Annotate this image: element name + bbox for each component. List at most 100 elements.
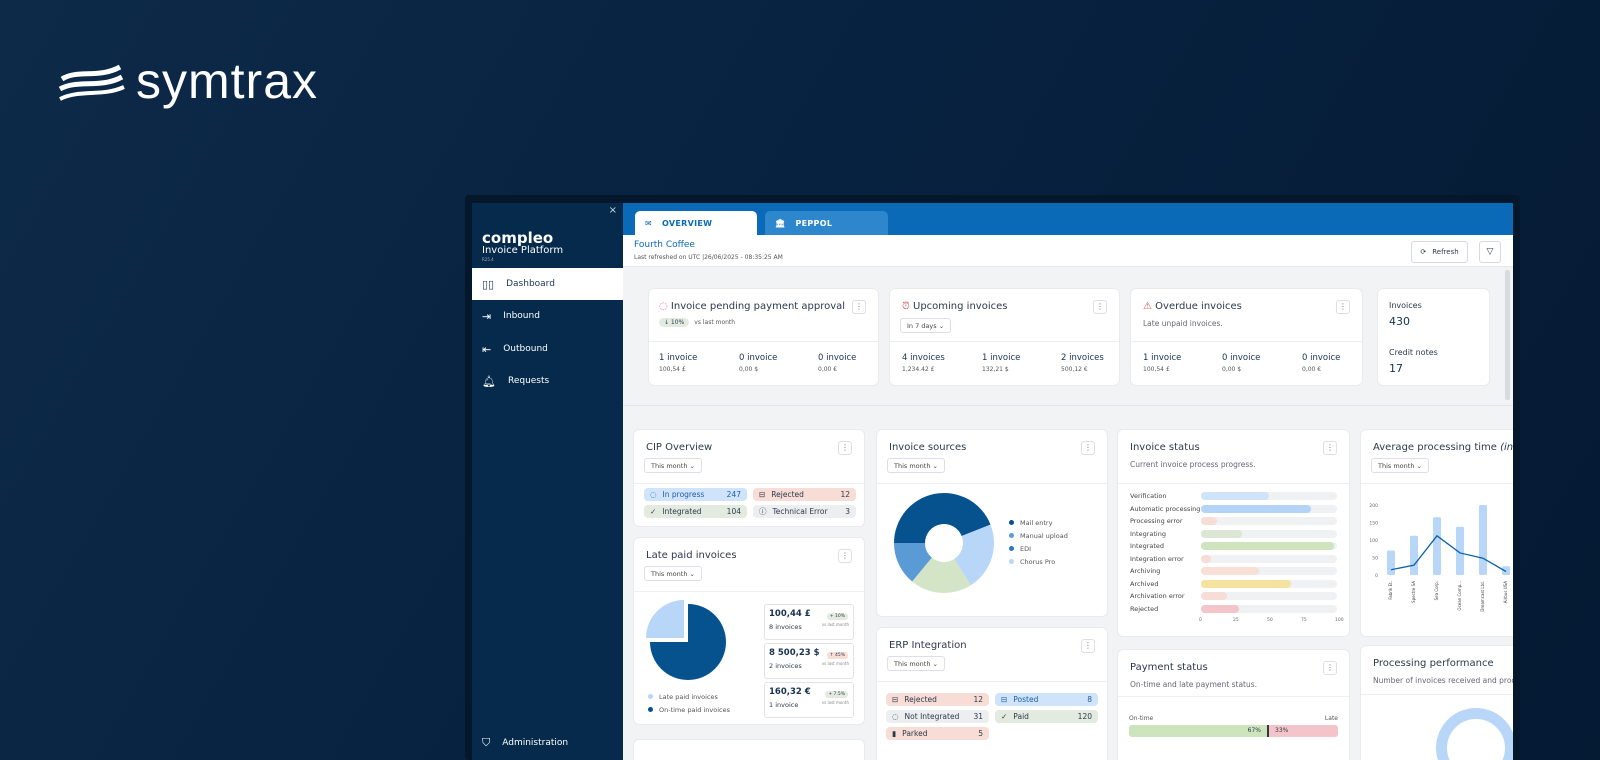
chip-parked[interactable]: ▮ Parked 5 [886, 727, 989, 740]
card-title: Late paid invoices [646, 550, 737, 561]
alarm-clock-icon: ⏰︎ [902, 301, 910, 312]
upcoming-invoices-card: ⏰︎ Upcoming invoices In 7 days ⌄ ⋮ 4 inv… [890, 289, 1119, 385]
chip-technical-error[interactable]: ⓘ Technical Error 3 [753, 505, 856, 518]
period-select[interactable]: This month ⌄ [887, 458, 945, 473]
status-bar [1201, 604, 1240, 613]
count: 0 invoice [1302, 353, 1341, 363]
line-series [1390, 534, 1507, 573]
sidebar-item-dashboard[interactable]: ▯▯ Dashboard [472, 268, 623, 300]
shield-icon: ⛉ [482, 736, 491, 749]
brand-name: symtrax [136, 53, 318, 109]
chip-integrated[interactable]: ✓ Integrated 104 [644, 505, 747, 518]
bar-track [1201, 592, 1337, 600]
more-menu-button[interactable]: ⋮ [1093, 300, 1107, 314]
sidebar-item-inbound[interactable]: ⇥ Inbound [482, 309, 540, 323]
filter-icon: ▽ [1486, 247, 1494, 257]
count: 0 invoice [739, 353, 778, 363]
card-subtitle: Late unpaid invoices. [1143, 319, 1223, 328]
payment-status-card: Payment status On-time and late payment … [1118, 650, 1349, 760]
card-title: Invoice pending payment approval [670, 301, 846, 312]
late-paid-amount-card: 8 500,23 $ 2 invoices ↑ 45% vs last month [764, 643, 854, 679]
late-segment: 33% [1269, 725, 1338, 737]
card-title: Overdue invoices [1155, 301, 1242, 312]
x-tick: Airbus USA [1503, 581, 1508, 603]
sidebar-item-outbound[interactable]: ⇤ Outbound [482, 342, 548, 356]
more-menu-button[interactable]: ⋮ [1323, 441, 1337, 455]
x-tick: Fabrik Et. [1388, 581, 1393, 600]
refresh-button[interactable]: ⟳ Refresh [1411, 241, 1468, 263]
count: 0 invoice [818, 353, 857, 363]
next-card [634, 740, 864, 760]
bar-track [1201, 529, 1337, 538]
chip-rejected[interactable]: ⊟ Rejected 12 [886, 693, 989, 706]
on-time-segment: 67% [1129, 725, 1270, 737]
last-refreshed: Last refreshed on UTC |26/06/2025 - 08:3… [634, 254, 783, 261]
chip-posted[interactable]: ⊟ Posted 8 [995, 693, 1098, 706]
bar-label: Verification [1130, 492, 1167, 500]
period-select[interactable]: In 7 days ⌄ [900, 318, 952, 333]
period-select[interactable]: This month ⌄ [644, 458, 702, 473]
more-menu-button[interactable]: ⋮ [1323, 661, 1337, 675]
more-menu-button[interactable]: ⋮ [1081, 639, 1095, 653]
period-select[interactable]: This month ⌄ [644, 566, 702, 581]
period-select[interactable]: This month ⌄ [1371, 458, 1429, 473]
more-menu-button[interactable]: ⋮ [1081, 441, 1095, 455]
tab-peppol[interactable]: 🏛︎ PEPPOL [765, 211, 888, 235]
bar [1479, 505, 1487, 575]
card-title: Invoice sources [889, 442, 967, 453]
spinner-icon: ◌ [650, 490, 657, 499]
tab-overview[interactable]: ✉ OVERVIEW [635, 211, 757, 235]
card-subtitle: Current invoice process progress. [1130, 460, 1256, 469]
card-title: Upcoming invoices [913, 301, 1008, 312]
pending-approval-card: ◌ Invoice pending payment approval ↓ 10%… [649, 289, 878, 385]
tab-bar: ✉ OVERVIEW 🏛︎ PEPPOL [623, 203, 1513, 235]
chip-in-progress[interactable]: ◌ In progress 247 [644, 488, 747, 501]
mail-icon: ✉ [645, 218, 653, 228]
amount: 0,00 $ [1222, 366, 1242, 373]
inbox-icon: ⊟ [759, 490, 766, 499]
chip-paid[interactable]: ✓ Paid 120 [995, 710, 1098, 723]
company-name: Fourth Coffee [634, 240, 695, 250]
invoice-sources-donut [894, 493, 994, 593]
bar-track [1201, 604, 1337, 613]
close-sidebar-button[interactable]: × [608, 205, 617, 216]
legend-item: Chorus Pro [1009, 555, 1068, 568]
count: 2 invoices [1061, 353, 1104, 363]
sidebar-item-administration[interactable]: ⛉ Administration [482, 736, 569, 749]
status-bar [1201, 492, 1269, 500]
invoices-count: 430 [1389, 315, 1410, 328]
invoice-count: 2 invoices [769, 662, 802, 670]
more-menu-button[interactable]: ⋮ [1336, 300, 1350, 314]
more-menu-button[interactable]: ⋮ [838, 441, 852, 455]
chip-not-integrated[interactable]: ◌ Not Integrated 31 [886, 710, 989, 723]
trend-badge: + 10% [826, 613, 848, 620]
more-menu-button[interactable]: ⋮ [838, 549, 852, 563]
credit-notes-count: 17 [1389, 362, 1403, 375]
chart-title: Average processing time [1373, 442, 1497, 453]
chip-rejected[interactable]: ⊟ Rejected 12 [753, 488, 856, 501]
bar [1456, 526, 1464, 575]
y-tick: 200 [1369, 503, 1378, 509]
performance-gauge [1436, 708, 1513, 760]
trend-badge: + 7.5% [825, 691, 848, 698]
bell-icon: 🔔︎ [482, 374, 496, 388]
page-header: Fourth Coffee Last refreshed on UTC |26/… [623, 235, 1513, 267]
sidebar-item-requests[interactable]: 🔔︎ Requests [482, 374, 550, 388]
section-divider [623, 405, 1513, 406]
inbound-icon: ⇥ [482, 309, 492, 323]
bar-track [1201, 567, 1337, 575]
card-title: Processing performance [1373, 658, 1494, 669]
card-subtitle: On-time and late payment status. [1130, 680, 1258, 689]
more-menu-button[interactable]: ⋮ [852, 300, 866, 314]
late-paid-amount-card: 100,44 £ 8 invoices + 10% vs last month [764, 604, 854, 640]
scrollbar[interactable] [1505, 270, 1510, 400]
filter-button[interactable]: ▽ [1479, 241, 1501, 263]
late-label: Late [1324, 715, 1338, 722]
amount: 100,54 £ [659, 366, 686, 373]
vs-label: vs last month [821, 622, 849, 627]
spinner-icon: ◌ [892, 712, 899, 721]
invoice-status-card: Invoice status Current invoice process p… [1118, 430, 1349, 636]
trend-badge: ↓ 10% [659, 318, 690, 327]
period-select[interactable]: This month ⌄ [887, 656, 945, 671]
y-tick: 0 [1375, 573, 1378, 579]
